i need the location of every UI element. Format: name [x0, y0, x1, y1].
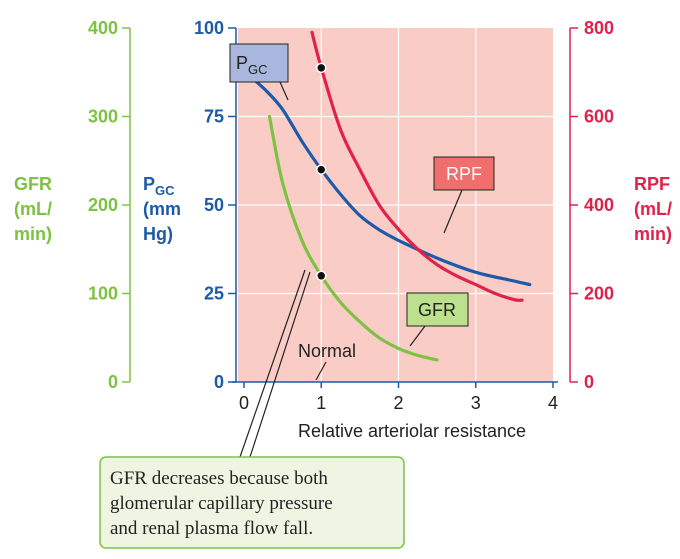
x-tick-label: 0: [239, 393, 249, 413]
gfr-leader: [409, 325, 426, 347]
pgc-tick-label: 25: [204, 284, 224, 304]
gfr-title-line-3: min): [14, 224, 52, 244]
rpf-tick-label: 600: [584, 107, 614, 127]
pgc-leader: [279, 81, 289, 101]
x-tick-label: 4: [548, 393, 558, 413]
rpf-tick-label: 800: [584, 18, 614, 38]
gfr-title-line-2: (mL/: [14, 199, 52, 219]
axes-group: 0 100 200 300 400 0 25 50 75 100 0 200 400 600 800 0 1 2 3…: [88, 18, 614, 413]
series-gfr-line: [267, 114, 439, 362]
annotation-leader-a: [239, 269, 306, 458]
pgc-title-line-2: (mm: [143, 199, 181, 219]
rpf-title-line-1: RPF: [634, 174, 670, 194]
svg-text:PGC: PGC: [143, 174, 175, 198]
gfr-callout: GFR: [406, 292, 469, 327]
gfr-callout-text: GFR: [418, 300, 456, 320]
rpf-leader: [443, 189, 463, 234]
gfr-tick-label: 0: [108, 372, 118, 392]
x-axis-title: Relative arteriolar resistance: [298, 421, 526, 441]
rpf-tick-label: 0: [584, 372, 594, 392]
pgc-tick-label: 75: [204, 107, 224, 127]
x-tick-label: 2: [393, 393, 403, 413]
series-rpf-line: [310, 30, 524, 302]
normal-point-rpf: [316, 62, 327, 74]
normal-callout-text: Normal: [298, 341, 356, 361]
annotation-leader-b: [249, 271, 311, 458]
gfr-tick-label: 400: [88, 18, 118, 38]
pgc-tick-label: 100: [194, 18, 224, 38]
x-tick-label: 1: [316, 393, 326, 413]
rpf-callout-text: RPF: [446, 164, 482, 184]
annotation-line-1: GFR decreases because both: [110, 468, 328, 489]
svg-text:PGC: PGC: [236, 53, 268, 77]
normal-points-group: [316, 62, 327, 282]
series-pgc-line: [250, 76, 532, 287]
curves-group: [250, 30, 532, 362]
annotation-line-3: and renal plasma flow fall.: [110, 518, 313, 539]
grid-lines: [238, 28, 553, 382]
pgc-callout-sub: GC: [248, 62, 268, 77]
pgc-title-sub: GC: [155, 183, 175, 198]
x-tick-label: 3: [471, 393, 481, 413]
rpf-tick-label: 400: [584, 195, 614, 215]
annotation-box: GFR decreases because both glomerular ca…: [99, 456, 405, 549]
normal-point-gfr: [316, 270, 327, 282]
pgc-callout: PGC: [229, 43, 289, 83]
pgc-callout-box: [229, 43, 289, 83]
pgc-tick-label: 50: [204, 195, 224, 215]
rpf-axis-title: RPF (mL/ min): [634, 174, 672, 244]
annotation-box-frame: [99, 456, 405, 549]
gfr-title-line-1: GFR: [14, 174, 52, 194]
rpf-callout-box: [433, 156, 495, 191]
normal-point-pgc: [316, 164, 327, 175]
pgc-title-main: P: [143, 174, 155, 194]
rpf-callout: RPF: [433, 156, 495, 191]
pgc-tick-label: 0: [214, 372, 224, 392]
callout-leaders: [239, 81, 463, 458]
pgc-axis-title: PGC (mm Hg): [143, 174, 181, 244]
gfr-tick-label: 100: [88, 284, 118, 304]
pgc-callout-main: P: [236, 53, 248, 73]
gfr-callout-box: [406, 292, 469, 327]
rpf-title-line-2: (mL/: [634, 199, 672, 219]
rpf-title-line-3: min): [634, 224, 672, 244]
annotation-line-2: glomerular capillary pressure: [110, 493, 333, 514]
pgc-title-line-3: Hg): [143, 224, 173, 244]
gfr-axis-title: GFR (mL/ min): [14, 174, 52, 244]
normal-leader: [315, 361, 327, 381]
gfr-tick-label: 300: [88, 107, 118, 127]
gfr-tick-label: 200: [88, 195, 118, 215]
rpf-tick-label: 200: [584, 284, 614, 304]
